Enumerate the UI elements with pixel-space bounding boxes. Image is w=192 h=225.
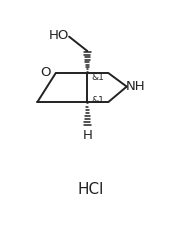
- Text: H: H: [82, 129, 92, 142]
- Text: &1: &1: [92, 97, 104, 106]
- Text: O: O: [40, 66, 50, 79]
- Text: NH: NH: [126, 79, 146, 92]
- Text: &1: &1: [92, 73, 104, 82]
- Text: HO: HO: [48, 29, 69, 42]
- Text: HCl: HCl: [77, 182, 103, 197]
